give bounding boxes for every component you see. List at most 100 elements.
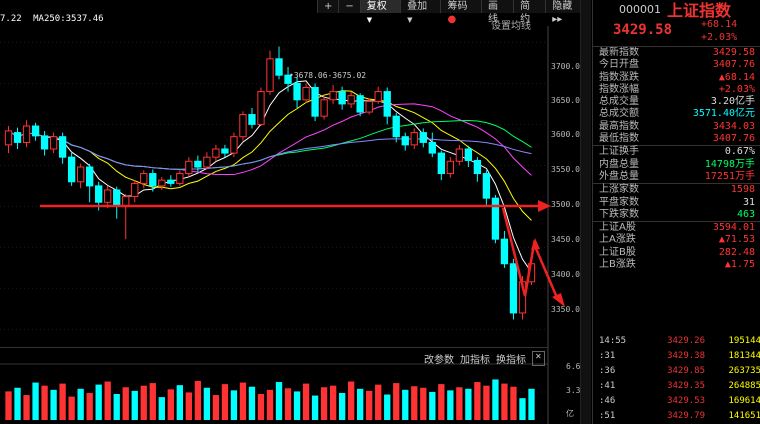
candle-body	[140, 173, 148, 184]
candle-body	[49, 136, 58, 150]
volume-bar	[411, 386, 418, 420]
volume-bar	[194, 381, 202, 420]
tick-time: :31	[599, 351, 616, 361]
quote-panel: 000001 上证指数 3429.58 +68.14 +2.03% 最新指数 34…	[592, 0, 760, 424]
quote-row: 指数涨跌 ▲68.14	[593, 72, 760, 84]
quote-value: 3407.76	[712, 133, 755, 145]
quote-value: 1598	[730, 184, 755, 196]
tick-list[interactable]: 14:55 3429.26 195144:31 3429.38 181344:36 342…	[593, 334, 760, 424]
tick-volume: 264885	[728, 381, 760, 391]
candle-body	[383, 91, 391, 117]
candle-body	[320, 99, 328, 117]
volume-bar	[492, 379, 499, 420]
arrowhead-down-icon	[552, 293, 565, 307]
quote-row: 总成交量 3.20亿手	[593, 96, 760, 108]
quote-row: 上B涨跌 ▲1.75	[593, 259, 760, 271]
candle-body	[221, 148, 229, 154]
candle-body	[257, 91, 265, 125]
candle-body	[455, 148, 464, 162]
candle-body	[22, 125, 31, 143]
switch-indicator-button[interactable]: 换指标	[496, 355, 526, 366]
candle-body	[338, 91, 346, 105]
candle-body	[76, 166, 85, 183]
tick-row: :36 3429.85 263735	[593, 364, 760, 379]
quote-row: 外盘总量 17251万手	[593, 171, 760, 183]
chip-button[interactable]: 筹码 ●	[440, 0, 481, 25]
zoom-out-button[interactable]: −	[338, 0, 360, 13]
tick-row: :41 3429.35 264885	[593, 379, 760, 394]
quote-value: 3571.40亿元	[692, 108, 755, 120]
chart-toolbar: + − 复权 ▼ 叠加 ▼ 筹码 ● 画线 简约 隐藏 ▸▸	[317, 0, 590, 25]
kline-chart-pane[interactable]: 7.22 MA250:3537.46 + − 复权 ▼ 叠加 ▼ 筹码 ● 画线 …	[0, 0, 591, 424]
volume-bar	[131, 390, 138, 420]
stock-code: 000001	[619, 2, 661, 16]
volume-bar	[420, 387, 427, 420]
candle-body	[410, 132, 418, 146]
volume-bar	[510, 386, 517, 420]
hide-button[interactable]: 隐藏 ▸▸	[545, 0, 590, 25]
volume-bar	[176, 385, 183, 420]
quote-row: 总成交额 3571.40亿元	[593, 108, 760, 120]
candle-body	[275, 58, 283, 76]
quote-label: 指数涨幅	[599, 83, 639, 95]
candle-body	[329, 91, 337, 101]
candle-body	[428, 141, 436, 154]
volume-bar	[266, 389, 274, 420]
candle-body	[266, 58, 274, 93]
close-icon[interactable]: ✕	[532, 351, 545, 366]
simple-button[interactable]: 简约	[513, 0, 546, 25]
quote-label: 内盘总量	[599, 158, 639, 170]
tick-time: :46	[599, 396, 616, 406]
volume-bar	[474, 382, 481, 420]
quote-row: 上证A股 3594.01	[593, 221, 760, 234]
quote-label: 外盘总量	[599, 170, 639, 182]
tick-row: :51 3429.79 141651	[593, 409, 760, 424]
candle-body	[212, 148, 220, 158]
candle-body	[284, 74, 292, 84]
volume-bar	[59, 383, 66, 420]
vertical-scrollbar[interactable]	[580, 0, 591, 424]
tick-time: :41	[599, 381, 616, 391]
fuquan-button[interactable]: 复权 ▼	[359, 0, 401, 24]
quote-row: 上涨家数 1598	[593, 183, 760, 196]
quote-row: 今日开盘 3407.76	[593, 59, 760, 71]
volume-bar	[14, 387, 21, 420]
candle-body	[149, 173, 157, 187]
quote-row: 最低指数 3407.76	[593, 133, 760, 145]
double-arrow-right-icon: ▸▸	[552, 14, 563, 25]
quote-header: 000001 上证指数	[593, 0, 760, 20]
zoom-in-button[interactable]: +	[317, 0, 339, 13]
quote-value: 3.20亿手	[710, 96, 755, 108]
volume-bar	[50, 389, 57, 420]
volume-bar	[347, 381, 355, 420]
volume-bar	[384, 394, 391, 420]
volume-menu: 改参数 加指标 换指标 ✕	[424, 351, 545, 366]
quote-label: 最高指数	[599, 120, 639, 132]
add-indicator-button[interactable]: 加指标	[460, 355, 490, 366]
volume-bar	[366, 390, 373, 420]
volume-bar	[185, 392, 193, 420]
arrowhead-right-icon	[538, 200, 551, 212]
moving-average-line	[8, 90, 532, 221]
quote-value: 3429.58	[712, 47, 755, 58]
candle-body	[374, 91, 382, 102]
volume-bar	[519, 398, 526, 420]
price-change-pct: +2.03%	[701, 32, 738, 43]
change-params-button[interactable]: 改参数	[424, 355, 454, 366]
tick-row: :46 3429.53 169614	[593, 394, 760, 409]
chevron-down-icon: ▼	[407, 16, 413, 24]
volume-bar	[149, 383, 156, 420]
ma-legend: 7.22 MA250:3537.46	[0, 14, 110, 30]
candle-body	[194, 160, 202, 168]
quote-value: 3407.76	[712, 59, 755, 71]
candle-body	[473, 159, 482, 175]
tick-volume: 181344	[728, 351, 760, 361]
candle-body	[482, 173, 491, 199]
overlay-button[interactable]: 叠加 ▼	[400, 0, 441, 24]
draw-line-button[interactable]: 画线	[480, 0, 514, 25]
price-header: 3429.58 +68.14 +2.03%	[593, 18, 760, 47]
quote-label: 今日开盘	[599, 59, 639, 71]
price-tick: 3550.00	[551, 165, 585, 174]
set-ma-link[interactable]: 设置均线	[491, 21, 531, 32]
quote-label: 上证换手	[599, 146, 639, 158]
